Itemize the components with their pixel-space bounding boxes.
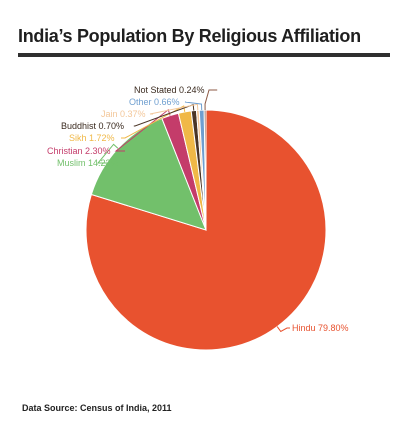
- leader-line-christian: [114, 108, 171, 152]
- leader-line-jain: [149, 103, 199, 115]
- leader-line-not-stated: [204, 89, 218, 111]
- leader-line-other: [184, 101, 203, 111]
- title-divider: [18, 53, 390, 57]
- data-source-note: Data Source: Census of India, 2011: [22, 403, 172, 413]
- chart-title: India’s Population By Religious Affiliat…: [18, 26, 361, 46]
- slice-label-not-stated: Not Stated 0.24%: [134, 85, 205, 95]
- slice-label-jain: Jain 0.37%: [101, 109, 146, 119]
- slice-label-muslim: Muslim 14.23%: [57, 158, 119, 168]
- leader-line-buddhist: [133, 103, 195, 127]
- leader-line-muslim: [96, 143, 119, 164]
- pie-slice-not-stated: [203, 109, 207, 231]
- slice-label-buddhist: Buddhist 0.70%: [61, 121, 124, 131]
- leader-line-hindu: [276, 326, 290, 333]
- slice-label-christian: Christian 2.30%: [47, 146, 111, 156]
- slice-label-other: Other 0.66%: [129, 97, 180, 107]
- slice-label-sikh: Sikh 1.72%: [69, 133, 115, 143]
- leader-line-sikh: [121, 105, 186, 139]
- slice-label-hindu: Hindu 79.80%: [292, 323, 349, 333]
